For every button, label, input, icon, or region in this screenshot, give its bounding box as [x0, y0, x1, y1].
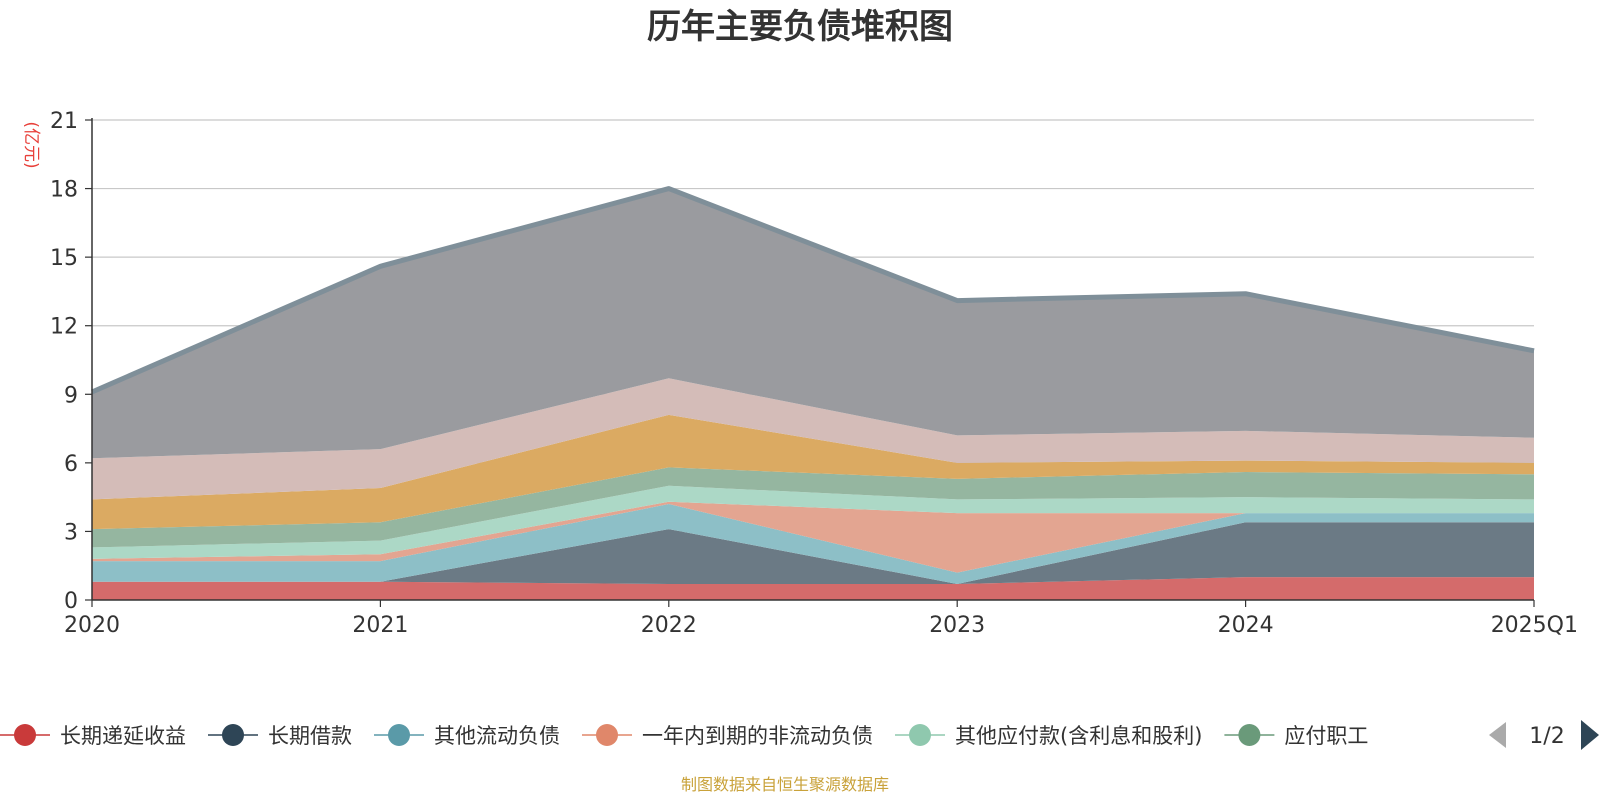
legend-item-3[interactable]: 一年内到期的非流动负债 [582, 724, 873, 748]
area-series-5 [92, 467, 1534, 548]
x-tick-label: 2020 [64, 613, 120, 638]
legend-page-indicator: 1/2 [1529, 724, 1564, 749]
legend-item-5[interactable]: 应付职工 [1224, 724, 1368, 748]
legend-marker [596, 724, 618, 746]
y-axis-unit: (亿元) [21, 121, 41, 168]
x-tick-label: 2024 [1218, 613, 1274, 638]
legend-item-4[interactable]: 其他应付款(含利息和股利) [895, 724, 1202, 748]
legend-item-0[interactable]: 长期递延收益 [0, 724, 186, 748]
area-series-7 [92, 378, 1534, 500]
x-tick-label: 2021 [352, 613, 408, 638]
axes: 2020 2021 2022 2023 2024 2025Q1 [64, 118, 1578, 638]
x-tick-label: 2022 [641, 613, 697, 638]
y-tick-label: 3 [64, 520, 78, 545]
x-tick-label: 2025Q1 [1491, 613, 1578, 638]
y-tick-label: 12 [50, 315, 78, 340]
legend-prev-icon[interactable] [1489, 722, 1506, 748]
y-tick-label: 21 [50, 109, 78, 134]
legend-item-1[interactable]: 长期借款 [208, 724, 352, 748]
area-series-3 [92, 501, 1534, 573]
legend-marker [388, 724, 410, 746]
y-tick-label: 9 [64, 383, 78, 408]
y-tick-label: 15 [50, 246, 78, 271]
legend-label: 其他流动负债 [434, 724, 560, 748]
legend-marker [14, 724, 36, 746]
y-tick-label: 0 [64, 589, 78, 614]
total-line [91, 186, 1535, 395]
legend-label: 长期借款 [268, 724, 352, 748]
chart-title: 历年主要负债堆积图 [647, 7, 953, 47]
legend-label: 一年内到期的非流动负债 [642, 724, 873, 748]
area-series-2 [92, 504, 1534, 584]
area-series-6 [92, 414, 1534, 530]
source-note: 制图数据来自恒生聚源数据库 [681, 775, 889, 794]
legend-marker [909, 724, 931, 746]
legend-marker [222, 724, 244, 746]
legend: 长期递延收益 长期借款 其他流动负债 一年内到期的非流动负债 其他应付款(含利息和股利)… [0, 720, 1599, 750]
y-tick-label: 18 [50, 178, 78, 203]
legend-label: 其他应付款(含利息和股利) [955, 724, 1202, 748]
area-series-4 [92, 485, 1534, 559]
area-series-1 [92, 522, 1534, 584]
area-series-8 [92, 188, 1534, 459]
legend-label: 长期递延收益 [60, 724, 186, 748]
legend-label: 应付职工 [1284, 724, 1368, 748]
x-tick-label: 2023 [929, 613, 985, 638]
legend-item-2[interactable]: 其他流动负债 [374, 724, 560, 748]
area-series-0 [92, 577, 1534, 600]
legend-marker [1238, 724, 1261, 746]
y-tick-label: 6 [64, 452, 78, 477]
legend-next-icon[interactable] [1581, 720, 1599, 750]
stacked-areas [91, 186, 1535, 600]
